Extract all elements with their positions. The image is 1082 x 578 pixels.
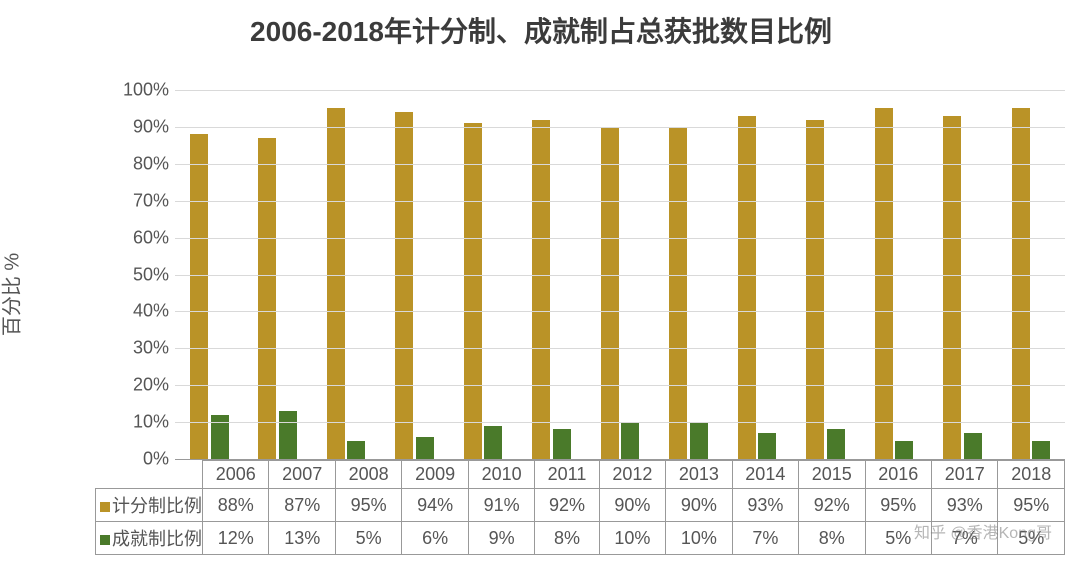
gridline (175, 127, 1065, 128)
bar (553, 429, 571, 459)
table-cell: 13% (269, 522, 335, 555)
y-tick-label: 80% (133, 153, 169, 174)
table-header-cell: 2006 (203, 461, 269, 489)
bar (758, 433, 776, 459)
table-cell: 5% (335, 522, 401, 555)
table-cell: 10% (666, 522, 732, 555)
table-cell: 95% (998, 489, 1065, 522)
y-tick-label: 30% (133, 338, 169, 359)
bar (895, 441, 913, 459)
bar (601, 127, 619, 459)
bar (690, 422, 708, 459)
table-cell: 9% (468, 522, 534, 555)
table-cell-empty (96, 461, 203, 489)
bar (347, 441, 365, 459)
bar (875, 108, 893, 459)
chart-title: 2006-2018年计分制、成就制占总获批数目比例 (0, 10, 1082, 50)
table-header-cell: 2017 (932, 461, 998, 489)
gridline (175, 238, 1065, 239)
series-name: 计分制比例 (112, 496, 202, 516)
y-tick-label: 10% (133, 412, 169, 433)
table-header-cell: 2012 (599, 461, 665, 489)
gridline (175, 164, 1065, 165)
table-header-cell: 2015 (799, 461, 865, 489)
y-tick-label: 70% (133, 190, 169, 211)
table-cell: 8% (799, 522, 865, 555)
bar (279, 411, 297, 459)
y-tick-label: 50% (133, 264, 169, 285)
table-cell: 93% (732, 489, 798, 522)
table-cell: 10% (599, 522, 665, 555)
bar (1012, 108, 1030, 459)
bar (669, 127, 687, 459)
bar (738, 116, 756, 459)
gridline (175, 275, 1065, 276)
table-cell: 5% (998, 522, 1065, 555)
y-tick-label: 60% (133, 227, 169, 248)
table-header-cell: 2010 (468, 461, 534, 489)
bar (484, 426, 502, 459)
y-tick-label: 90% (133, 116, 169, 137)
series-name: 成就制比例 (112, 529, 202, 549)
series-row-header: 成就制比例 (96, 522, 203, 555)
table-header-cell: 2018 (998, 461, 1065, 489)
gridline (175, 385, 1065, 386)
table-cell: 95% (865, 489, 931, 522)
y-tick-label: 20% (133, 375, 169, 396)
gridline (175, 201, 1065, 202)
table-row: 计分制比例88%87%95%94%91%92%90%90%93%92%95%93… (96, 489, 1065, 522)
plot-area: 0%10%20%30%40%50%60%70%80%90%100% (175, 90, 1065, 460)
table-cell: 90% (666, 489, 732, 522)
table-row: 2006200720082009201020112012201320142015… (96, 461, 1065, 489)
table-header-cell: 2016 (865, 461, 931, 489)
bar (190, 134, 208, 459)
table-cell: 93% (932, 489, 998, 522)
bar (1032, 441, 1050, 459)
series-row-header: 计分制比例 (96, 489, 203, 522)
table-cell: 87% (269, 489, 335, 522)
legend-swatch (100, 535, 110, 545)
y-tick-label: 40% (133, 301, 169, 322)
bar (532, 120, 550, 459)
table-cell: 95% (335, 489, 401, 522)
table-cell: 7% (932, 522, 998, 555)
table-header-cell: 2008 (335, 461, 401, 489)
bar (327, 108, 345, 459)
data-table: 2006200720082009201020112012201320142015… (95, 460, 1065, 555)
table-header-cell: 2013 (666, 461, 732, 489)
table-header-cell: 2011 (535, 461, 599, 489)
bar (258, 138, 276, 459)
bar (464, 123, 482, 459)
bar (621, 422, 639, 459)
bar (943, 116, 961, 459)
y-tick-label: 100% (123, 80, 169, 101)
table-cell: 12% (203, 522, 269, 555)
table-header-cell: 2014 (732, 461, 798, 489)
table-cell: 8% (535, 522, 599, 555)
table-cell: 94% (402, 489, 468, 522)
table-cell: 91% (468, 489, 534, 522)
gridline (175, 348, 1065, 349)
table-cell: 5% (865, 522, 931, 555)
gridline (175, 311, 1065, 312)
bar (827, 429, 845, 459)
bar (964, 433, 982, 459)
table-cell: 92% (799, 489, 865, 522)
chart-container: 2006-2018年计分制、成就制占总获批数目比例 百分比 % 0%10%20%… (0, 0, 1082, 578)
table-cell: 90% (599, 489, 665, 522)
gridline (175, 422, 1065, 423)
table-header-cell: 2007 (269, 461, 335, 489)
table-cell: 6% (402, 522, 468, 555)
gridline (175, 90, 1065, 91)
table-cell: 88% (203, 489, 269, 522)
bar (416, 437, 434, 459)
table-header-cell: 2009 (402, 461, 468, 489)
table-cell: 92% (535, 489, 599, 522)
table-cell: 7% (732, 522, 798, 555)
table-row: 成就制比例12%13%5%6%9%8%10%10%7%8%5%7%5% (96, 522, 1065, 555)
y-axis-label: 百分比 % (0, 253, 25, 336)
bar (806, 120, 824, 459)
legend-swatch (100, 502, 110, 512)
